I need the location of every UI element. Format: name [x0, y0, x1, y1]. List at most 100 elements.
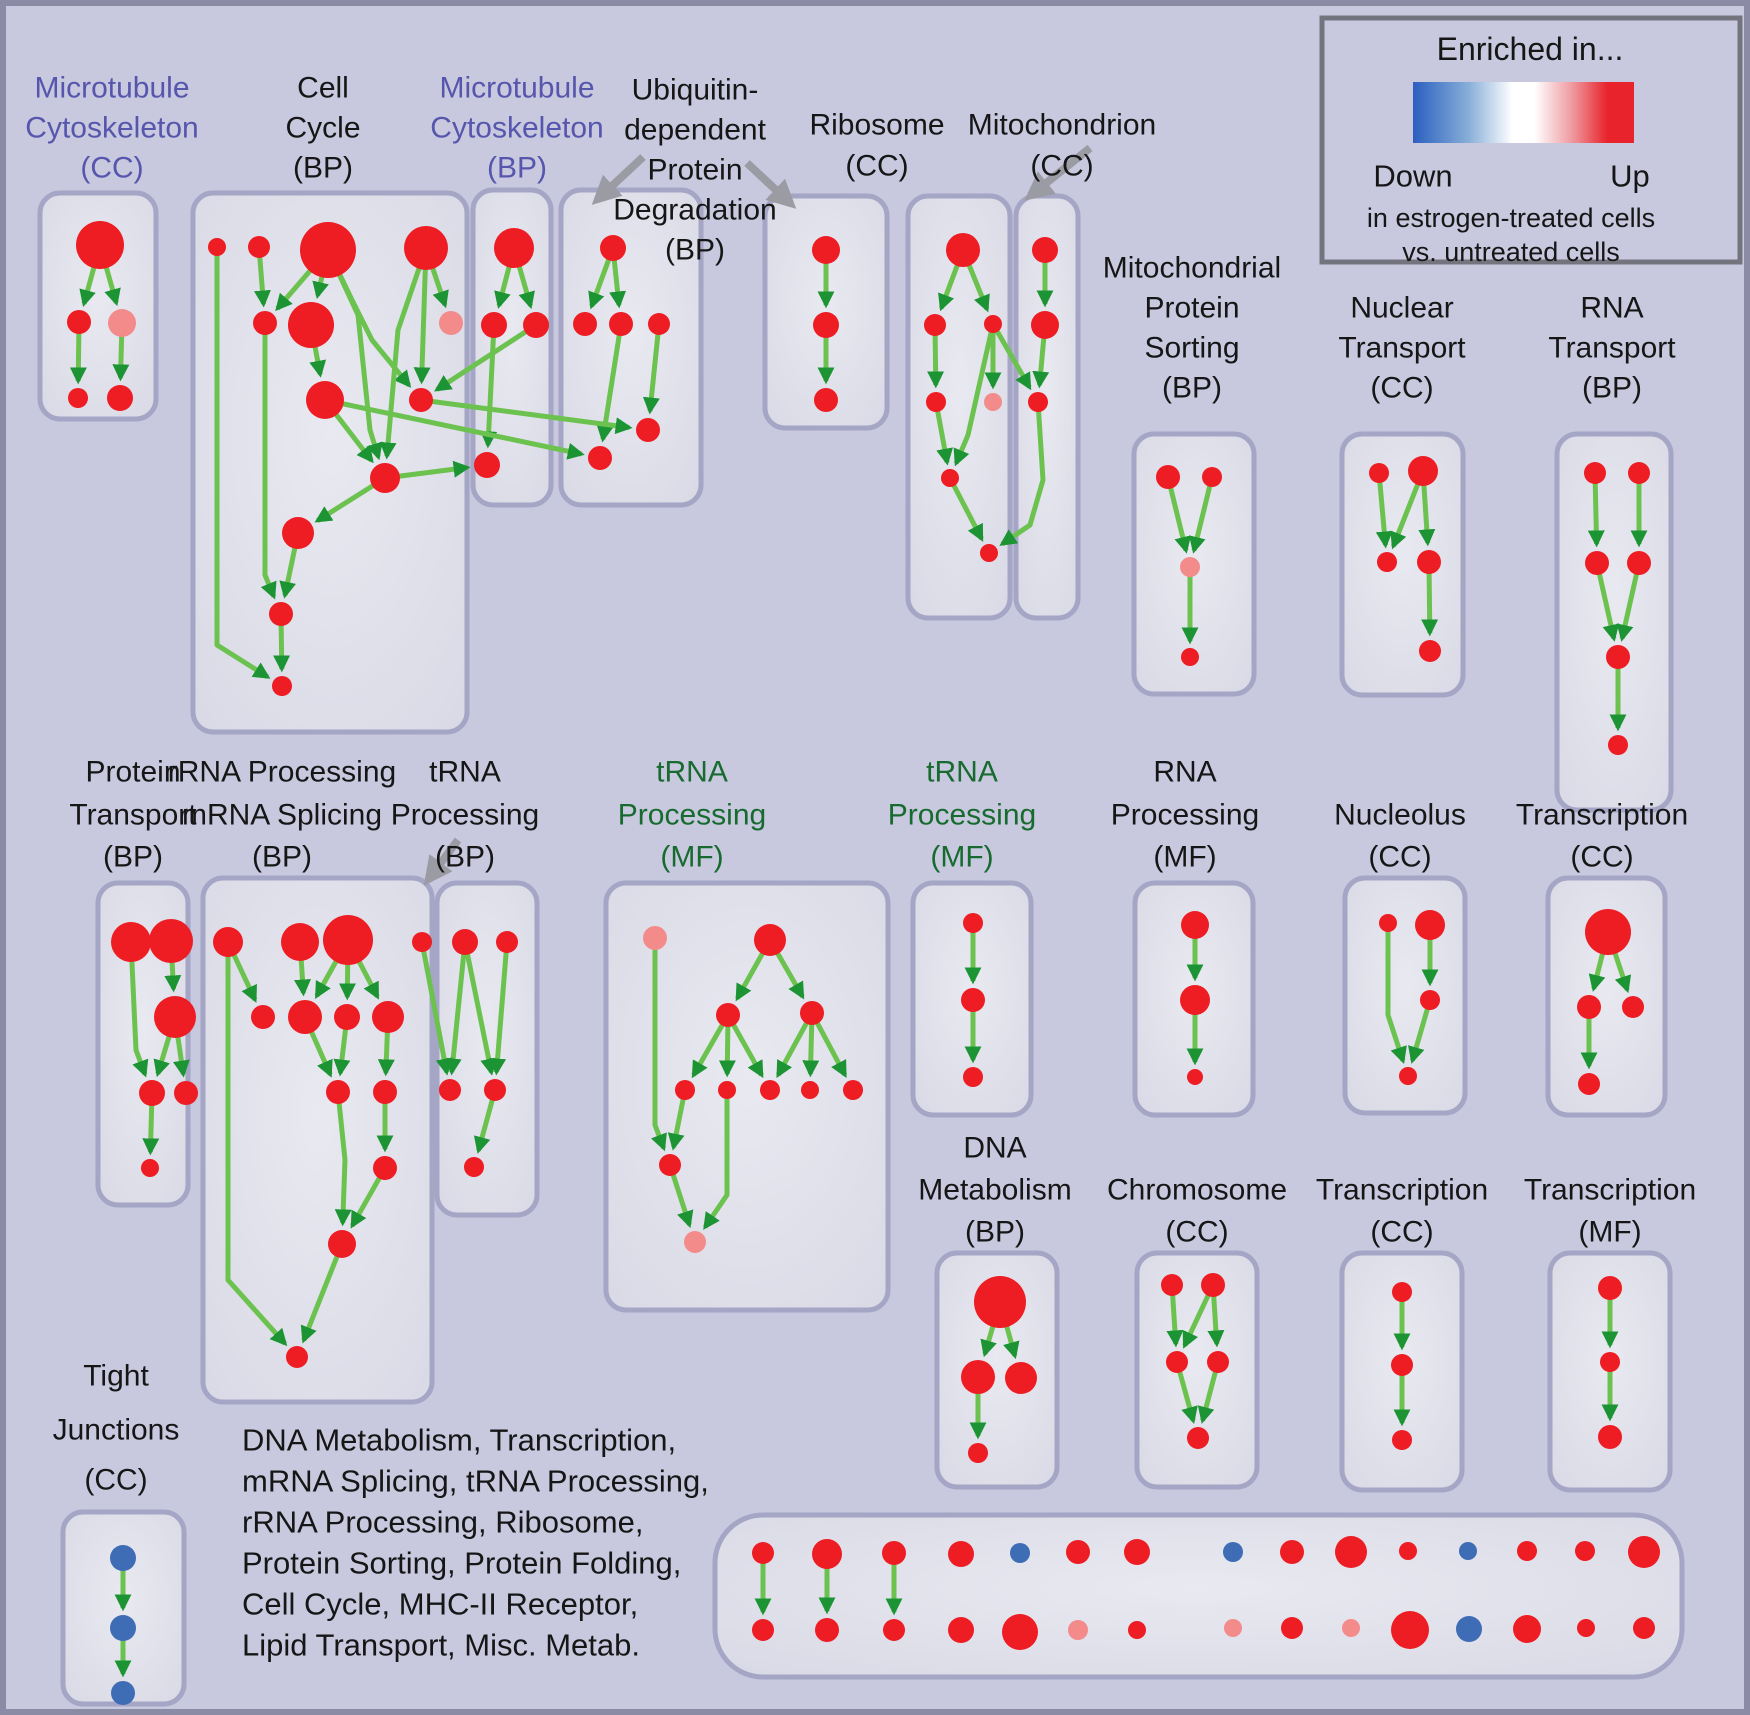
go-term-node — [1377, 552, 1397, 572]
go-term-node — [484, 1079, 506, 1101]
go-term-node — [110, 1615, 136, 1641]
label-cell-cycle-bp: Cycle — [285, 112, 360, 145]
go-term-node — [1408, 456, 1438, 486]
go-term-node — [643, 926, 667, 950]
relation-edge — [703, 1090, 730, 1230]
relation-edge — [947, 476, 984, 542]
label-mitochondrial-protein-sorting-bp: Protein — [1144, 292, 1239, 325]
go-term-node — [1224, 1619, 1242, 1637]
go-term-node — [1005, 1362, 1037, 1394]
label-trna-processing-mf-2: (MF) — [930, 841, 993, 874]
go-term-node — [716, 1003, 740, 1027]
go-term-node — [812, 1539, 842, 1569]
go-term-node — [1575, 1541, 1595, 1561]
go-term-node — [1585, 551, 1609, 575]
go-term-node — [648, 313, 670, 335]
label-mitochondrion-cc: Mitochondrion — [968, 109, 1156, 142]
go-term-node — [1598, 1276, 1622, 1300]
label-chromosome-cc: (CC) — [1165, 1216, 1228, 1249]
go-term-node — [843, 1080, 863, 1100]
go-term-node — [1633, 1617, 1655, 1639]
label-rna-processing-mf: Processing — [1111, 799, 1259, 832]
go-term-node — [409, 388, 433, 412]
go-term-node — [1584, 462, 1606, 484]
go-term-node — [149, 919, 193, 963]
label-dna-metabolism-bp: Metabolism — [918, 1174, 1071, 1207]
label-mitochondrial-protein-sorting-bp: Mitochondrial — [1103, 252, 1281, 285]
label-trna-processing-mf-1: tRNA — [656, 756, 728, 789]
go-term-node — [800, 1001, 824, 1025]
label-trna-processing-bp: tRNA — [429, 756, 501, 789]
label-ubiquitin-dependent-protein-degradation-bp: Degradation — [613, 194, 776, 227]
go-term-node — [1606, 645, 1630, 669]
go-term-node — [1399, 1542, 1417, 1560]
label-pointer-arrow — [423, 837, 462, 886]
relation-edge — [596, 323, 624, 443]
go-term-node — [1128, 1621, 1146, 1639]
go-term-node — [1280, 1540, 1304, 1564]
go-term-node — [373, 1080, 397, 1104]
go-term-node — [372, 1001, 404, 1033]
go-term-node — [1031, 311, 1059, 339]
go-term-node — [1187, 1069, 1203, 1085]
go-term-node — [1598, 1425, 1622, 1449]
go-term-node — [1577, 995, 1601, 1019]
go-term-node — [107, 385, 133, 411]
label-ubiquitin-dependent-protein-degradation-bp: Ubiquitin- — [632, 74, 759, 107]
go-term-node — [926, 392, 946, 412]
legend-title: Enriched in... — [1437, 31, 1624, 67]
go-term-node — [883, 1619, 905, 1641]
label-rna-transport-bp: Transport — [1548, 332, 1676, 365]
go-term-node — [882, 1541, 906, 1565]
go-term-node — [1379, 914, 1397, 932]
go-term-node — [1068, 1620, 1088, 1640]
legend-gradient-bar — [1413, 82, 1634, 143]
go-term-node — [588, 446, 612, 470]
label-ribosome-cc: (CC) — [845, 150, 908, 183]
label-trna-processing-bp: Processing — [391, 799, 539, 832]
go-term-node — [718, 1081, 736, 1099]
go-term-node — [1391, 1611, 1429, 1649]
go-term-node — [1032, 237, 1058, 263]
go-term-node — [961, 1360, 995, 1394]
go-term-node — [272, 676, 292, 696]
go-term-node — [248, 236, 270, 258]
go-term-node — [948, 1617, 974, 1643]
go-term-node — [1415, 910, 1445, 940]
go-term-node — [675, 1080, 695, 1100]
label-transcription-cc-mid: Transcription — [1516, 799, 1688, 832]
go-term-node — [1578, 1073, 1600, 1095]
relation-edge — [480, 324, 498, 449]
legend-down-label: Down — [1373, 159, 1452, 194]
go-term-node — [961, 988, 985, 1012]
relation-edge — [999, 401, 1046, 547]
label-mitochondrial-protein-sorting-bp: (BP) — [1162, 372, 1222, 405]
go-term-node — [924, 314, 946, 336]
label-cell-cycle-bp: Cell — [297, 72, 349, 105]
label-pointer-arrow — [744, 160, 797, 209]
go-term-node — [1201, 1273, 1225, 1297]
label-chromosome-cc: Chromosome — [1107, 1174, 1287, 1207]
label-ubiquitin-dependent-protein-degradation-bp: Protein — [647, 154, 742, 187]
label-nucleolus-cc: (CC) — [1368, 841, 1431, 874]
relation-edge — [1594, 562, 1620, 642]
label-ubiquitin-dependent-protein-degradation-bp: (BP) — [665, 234, 725, 267]
go-term-node — [111, 1681, 135, 1705]
go-term-node — [288, 1000, 322, 1034]
go-term-node — [404, 226, 448, 270]
label-dna-metabolism-bp: DNA — [963, 1132, 1026, 1165]
go-term-node — [1391, 1354, 1413, 1376]
go-term-node — [76, 221, 124, 269]
go-term-node — [1392, 1430, 1412, 1450]
go-term-node — [1627, 551, 1651, 575]
go-term-node — [67, 310, 91, 334]
go-term-node — [373, 1156, 397, 1180]
go-term-node — [1207, 1351, 1229, 1373]
go-term-node — [300, 222, 356, 278]
legend: Enriched in... Down Up in estrogen-treat… — [1319, 15, 1743, 267]
go-term-node — [494, 228, 534, 268]
label-rrna-processing-mrna-splicing-bp: mRNA Splicing — [182, 799, 382, 832]
label-rrna-processing-mrna-splicing-bp: rRNA Processing — [168, 756, 396, 789]
go-term-node — [1181, 648, 1199, 666]
go-term-node — [1600, 1352, 1620, 1372]
